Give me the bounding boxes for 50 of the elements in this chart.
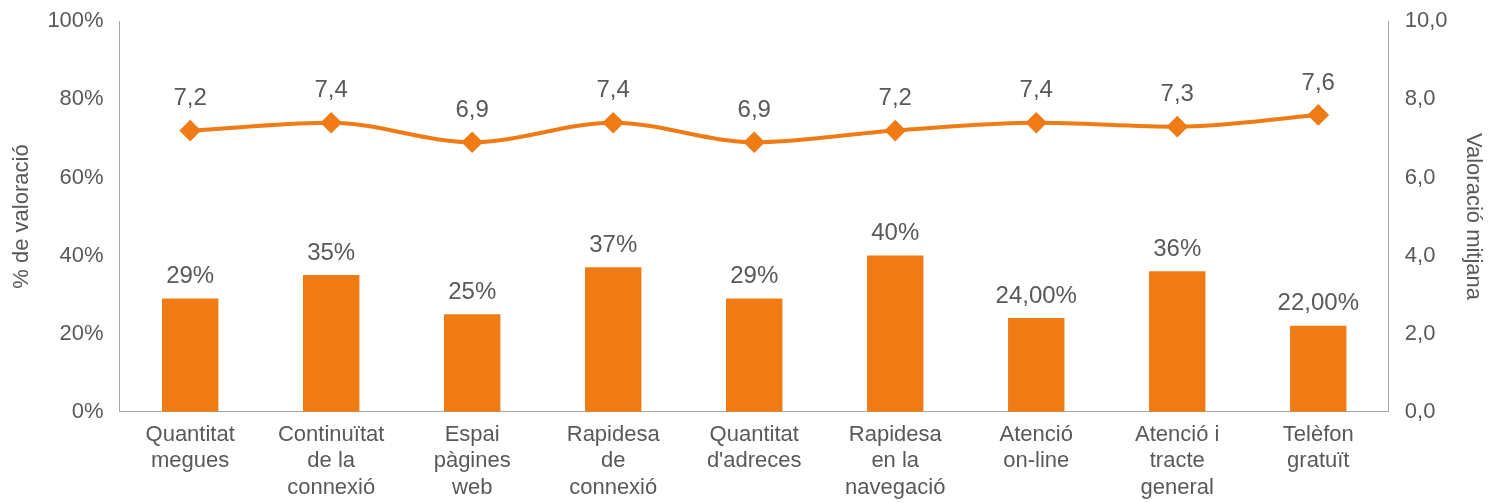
y-tick-label: 80% xyxy=(59,85,104,111)
bar xyxy=(867,255,924,412)
y2-tick-label: 8,0 xyxy=(1404,85,1436,111)
data-label: 7,3 xyxy=(1160,79,1194,107)
y-tick-label: 40% xyxy=(59,241,104,267)
bar xyxy=(1008,318,1065,412)
data-label: 29% xyxy=(166,261,215,289)
data-label: 7,4 xyxy=(314,75,348,103)
bar xyxy=(444,314,501,412)
y2-axis-title: Valoració mitjana xyxy=(1461,132,1487,301)
y-axis-title: % de valoració xyxy=(8,144,34,289)
y-tick-label: 20% xyxy=(59,319,104,345)
y-tick-label: 60% xyxy=(59,163,104,189)
bar xyxy=(585,267,642,412)
data-label: 25% xyxy=(448,276,497,304)
x-tick-label: Continuïtat de la connexió xyxy=(277,421,385,499)
x-tick-label: Atenció on-line xyxy=(999,421,1073,473)
y2-tick-label: 0,0 xyxy=(1404,397,1436,423)
x-tick-label: Espai pàgines web xyxy=(433,421,511,499)
bar xyxy=(302,275,360,412)
data-label: 36% xyxy=(1153,233,1202,261)
x-tick-label: Quantitat d'adreces xyxy=(706,421,802,473)
x-tick-label: Quantitat megues xyxy=(145,421,235,473)
x-tick-label: Rapidesa de connexió xyxy=(566,421,661,499)
data-label: 24,00% xyxy=(995,280,1077,308)
bar xyxy=(1290,325,1347,412)
data-label: 7,2 xyxy=(173,83,207,111)
data-label: 7,4 xyxy=(1019,75,1053,103)
data-label: 6,9 xyxy=(455,94,489,122)
data-label: 29% xyxy=(730,261,779,289)
y2-tick-label: 2,0 xyxy=(1404,319,1436,345)
y2-tick-label: 4,0 xyxy=(1404,241,1436,267)
x-tick-label: Telèfon gratuït xyxy=(1282,421,1354,473)
x-tick-label: Rapidesa en la navegació xyxy=(845,421,946,499)
data-label: 22,00% xyxy=(1277,288,1359,316)
data-label: 40% xyxy=(871,218,920,246)
bar xyxy=(161,298,219,412)
data-label: 7,4 xyxy=(596,75,630,103)
data-label: 6,9 xyxy=(737,94,771,122)
data-label: 35% xyxy=(307,237,356,265)
x-tick-label: Atenció i tracte general xyxy=(1135,421,1220,499)
bar xyxy=(726,298,783,412)
y-tick-label: 0% xyxy=(71,397,104,423)
data-label: 7,6 xyxy=(1301,67,1335,95)
y2-tick-label: 10,0 xyxy=(1404,7,1448,33)
y2-tick-label: 6,0 xyxy=(1404,163,1436,189)
data-label: 7,2 xyxy=(878,83,912,111)
y-tick-label: 100% xyxy=(47,7,104,33)
data-label: 37% xyxy=(589,229,638,257)
bar xyxy=(1149,271,1206,412)
